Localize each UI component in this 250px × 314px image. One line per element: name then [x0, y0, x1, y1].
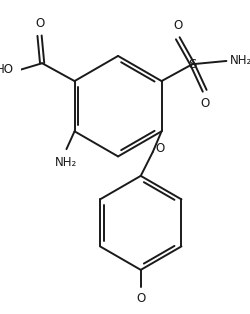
Text: O: O — [136, 292, 145, 305]
Text: O: O — [173, 19, 182, 32]
Text: O: O — [155, 142, 164, 154]
Text: NH₂: NH₂ — [230, 54, 250, 68]
Text: O: O — [200, 97, 209, 110]
Text: S: S — [188, 58, 196, 71]
Text: NH₂: NH₂ — [55, 156, 78, 169]
Text: HO: HO — [0, 63, 14, 76]
Text: O: O — [35, 17, 44, 30]
